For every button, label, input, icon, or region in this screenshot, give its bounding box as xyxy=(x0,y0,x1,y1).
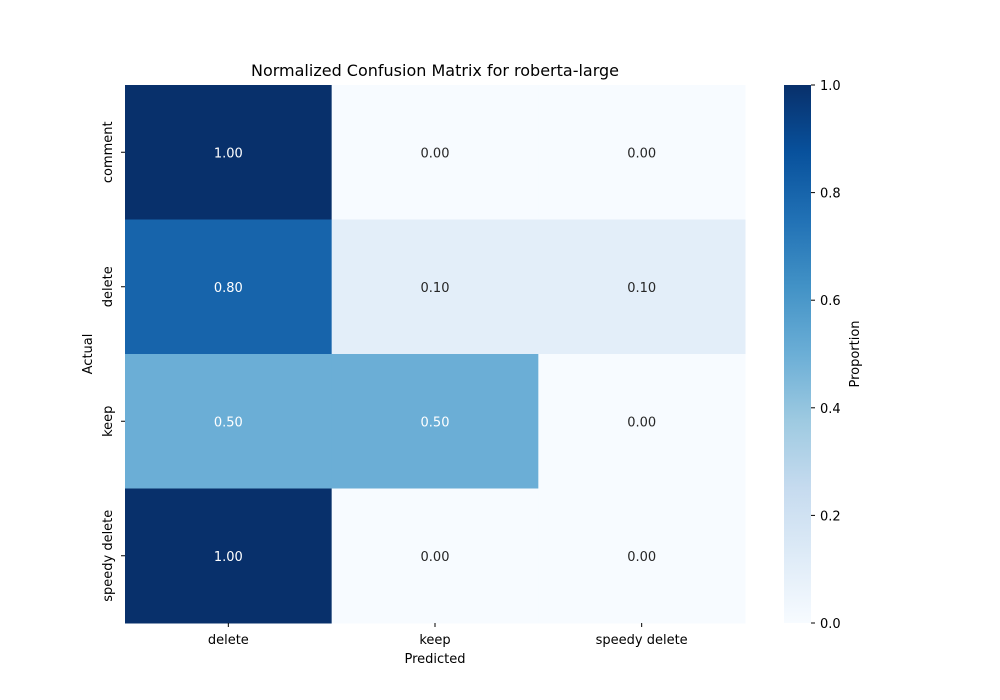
y-tick-label: delete xyxy=(101,266,116,307)
colorbar-tick-label: 0.2 xyxy=(820,509,841,524)
colorbar-tick-label: 0.4 xyxy=(820,402,841,417)
cell-value-label: 0.00 xyxy=(421,550,450,565)
x-axis-label: Predicted xyxy=(404,652,465,667)
heatmap-cell xyxy=(331,85,539,220)
y-tick-label: speedy delete xyxy=(101,510,116,602)
cell-value-label: 0.00 xyxy=(421,146,450,161)
colorbar-label: Proportion xyxy=(848,320,863,387)
heatmap-cell xyxy=(538,354,746,489)
cell-value-label: 0.50 xyxy=(214,415,243,430)
heatmap-cell-labels: 1.00 0.00 0.00 0.80 0.10 0.10 0.50 0.50 0.00 1.00… xyxy=(214,146,656,565)
colorbar-tick-label: 0.0 xyxy=(820,617,841,632)
x-tick-label: speedy delete xyxy=(596,633,688,648)
colorbar-ticks: 0.0 0.2 0.4 0.6 0.8 1.0 xyxy=(811,79,841,632)
cell-value-label: 0.00 xyxy=(627,415,656,430)
heatmap-cells xyxy=(125,85,746,624)
x-tick-label: delete xyxy=(208,633,249,648)
cell-value-label: 0.00 xyxy=(627,146,656,161)
heatmap-cell xyxy=(125,85,333,220)
y-axis-ticks: comment delete keep speedy delete xyxy=(101,121,125,602)
cell-value-label: 1.00 xyxy=(214,550,243,565)
heatmap-cell xyxy=(331,219,539,355)
y-tick-label: comment xyxy=(101,121,116,183)
heatmap-cell xyxy=(538,219,746,355)
cell-value-label: 0.80 xyxy=(214,281,243,296)
colorbar-tick-label: 0.6 xyxy=(820,294,841,309)
y-tick-label: keep xyxy=(101,406,116,437)
chart-title: Normalized Confusion Matrix for roberta-… xyxy=(251,61,619,80)
heatmap-cell xyxy=(331,488,539,624)
cell-value-label: 0.10 xyxy=(627,281,656,296)
x-tick-label: keep xyxy=(419,633,450,648)
heatmap-cell xyxy=(331,354,539,489)
cell-value-label: 0.10 xyxy=(421,281,450,296)
colorbar-tick-label: 0.8 xyxy=(820,187,841,202)
heatmap-cell xyxy=(538,488,746,624)
x-axis-ticks: delete keep speedy delete xyxy=(208,623,688,648)
y-axis-label: Actual xyxy=(81,334,96,375)
colorbar-tick-label: 1.0 xyxy=(820,79,841,94)
heatmap-cell xyxy=(125,354,333,489)
cell-value-label: 1.00 xyxy=(214,146,243,161)
colorbar xyxy=(784,85,811,623)
heatmap-cell xyxy=(538,85,746,220)
cell-value-label: 0.50 xyxy=(421,415,450,430)
heatmap-cell xyxy=(125,219,333,355)
cell-value-label: 0.00 xyxy=(627,550,656,565)
heatmap-cell xyxy=(125,488,333,624)
